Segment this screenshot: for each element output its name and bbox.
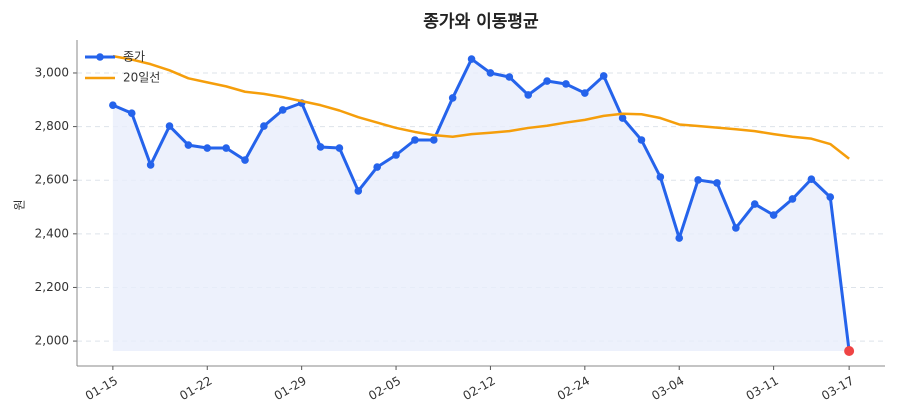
point (373, 163, 381, 171)
point (505, 73, 514, 81)
legend-label: 종가 (123, 50, 145, 64)
chart-title: 종가와 이동평균 (423, 12, 539, 32)
point (411, 136, 419, 144)
point (599, 72, 608, 80)
x-tick-label: 01-15 (83, 374, 120, 404)
point (109, 101, 117, 109)
point (241, 156, 249, 164)
y-axis-label: 원 (13, 199, 27, 210)
x-tick-label: 02-05 (366, 374, 403, 404)
x-tick-label: 03-17 (819, 374, 856, 404)
x-tick-label: 01-22 (177, 374, 214, 404)
x-tick-label: 03-11 (744, 374, 781, 404)
point (524, 91, 532, 99)
point (203, 144, 212, 152)
point (844, 345, 855, 356)
point (732, 224, 740, 232)
point (146, 161, 155, 169)
x-tick-label: 03-04 (649, 374, 686, 404)
point (713, 179, 721, 187)
point (278, 106, 287, 114)
x-tick-label: 02-12 (460, 374, 497, 404)
point (694, 176, 702, 184)
point (165, 122, 174, 130)
point (637, 136, 646, 144)
x-tick-label: 02-24 (555, 374, 592, 404)
point (335, 144, 344, 152)
y-tick-label: 3,000 (35, 65, 69, 79)
y-tick-label: 2,000 (35, 334, 69, 348)
point (618, 114, 627, 122)
point (581, 89, 589, 97)
point (354, 187, 363, 195)
point (316, 143, 325, 151)
point (222, 144, 230, 152)
point (769, 211, 778, 219)
legend-marker (96, 53, 104, 61)
point (656, 173, 665, 181)
x-tick-label: 01-29 (272, 374, 309, 404)
point (807, 175, 816, 183)
series-line (112, 57, 851, 352)
point (392, 151, 400, 159)
point (675, 234, 684, 242)
point (562, 80, 570, 88)
y-tick-label: 2,600 (35, 173, 69, 187)
area-fill (112, 59, 850, 351)
point (127, 109, 136, 117)
legend-label: 20일선 (123, 71, 160, 85)
point (788, 195, 797, 203)
point (826, 193, 835, 201)
series-line (112, 54, 850, 160)
point (486, 69, 495, 77)
y-tick-label: 2,800 (35, 119, 69, 133)
point (543, 77, 551, 85)
point (448, 94, 457, 102)
y-tick-label: 2,200 (35, 280, 69, 294)
point (184, 141, 193, 149)
point (750, 200, 759, 208)
y-tick-label: 2,400 (35, 226, 69, 240)
point (430, 136, 438, 144)
point (260, 122, 268, 130)
point (467, 55, 476, 63)
